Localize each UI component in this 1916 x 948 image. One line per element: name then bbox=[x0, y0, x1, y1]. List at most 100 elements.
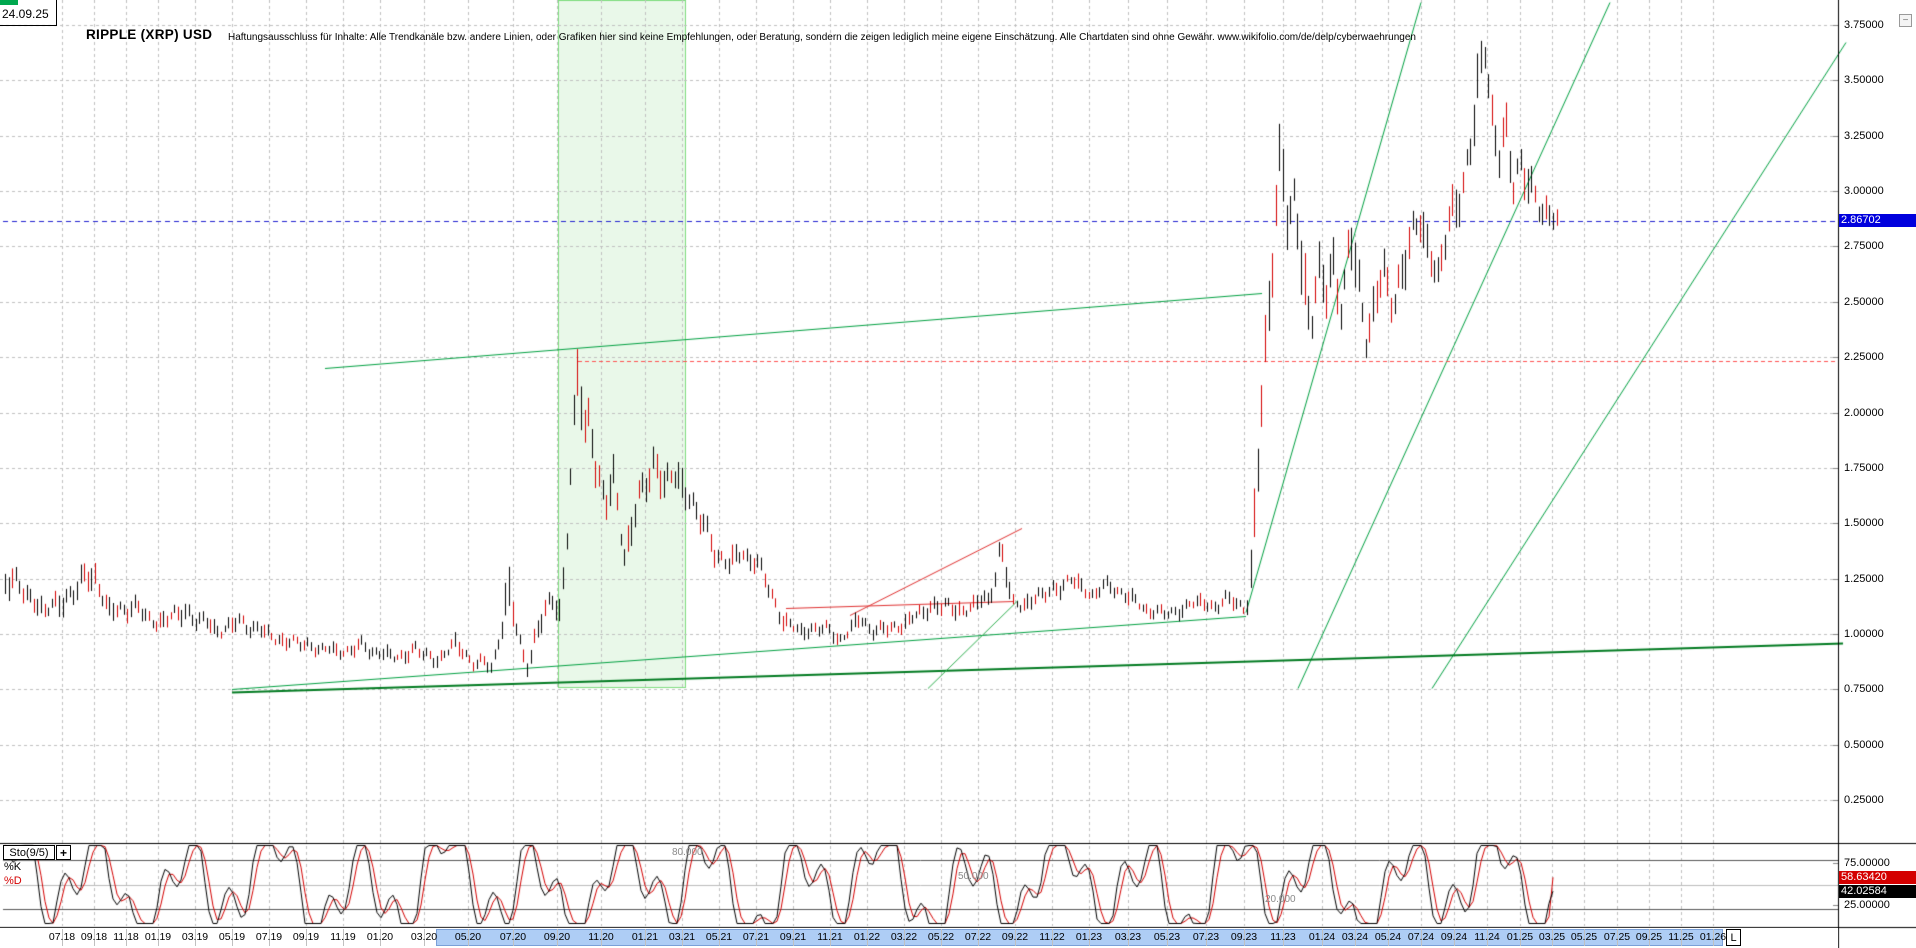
current-price-tag: 2.86702 bbox=[1839, 214, 1916, 227]
date-axis-label: 09.21 bbox=[779, 931, 807, 943]
date-axis-label: 01.26 bbox=[1699, 931, 1727, 943]
price-axis-tick: 1.25000 bbox=[1844, 572, 1884, 585]
price-axis-tick: 2.25000 bbox=[1844, 351, 1884, 364]
visible-range-bar[interactable] bbox=[436, 929, 1723, 946]
date-axis-label: 09.24 bbox=[1440, 931, 1468, 943]
price-axis-tick: 1.75000 bbox=[1844, 461, 1884, 474]
date-axis-separator bbox=[1454, 929, 1455, 946]
date-axis-separator bbox=[1421, 929, 1422, 946]
date-axis-label: 01.20 bbox=[366, 931, 394, 943]
date-axis-label: 01.19 bbox=[144, 931, 172, 943]
date-axis-separator bbox=[380, 929, 381, 946]
date-axis-separator bbox=[941, 929, 942, 946]
price-axis-tick: 0.50000 bbox=[1844, 738, 1884, 751]
date-axis-separator bbox=[557, 929, 558, 946]
sto-axis-75: 75.00000 bbox=[1844, 857, 1890, 869]
date-axis-separator bbox=[424, 929, 425, 946]
date-axis-separator bbox=[793, 929, 794, 946]
date-axis-label: 11.22 bbox=[1039, 931, 1065, 943]
date-axis-label: 03.22 bbox=[890, 931, 918, 943]
collapse-button[interactable]: − bbox=[1899, 14, 1912, 27]
date-axis-label: 07.19 bbox=[255, 931, 283, 943]
date-axis-label: 07.20 bbox=[499, 931, 527, 943]
date-axis-separator bbox=[1388, 929, 1389, 946]
date-axis-label: 03.21 bbox=[668, 931, 696, 943]
date-axis-separator bbox=[1052, 929, 1053, 946]
date-axis-label: 05.22 bbox=[927, 931, 955, 943]
disclaimer-text: Haftungsausschluss für Inhalte: Alle Tre… bbox=[228, 32, 1416, 43]
date-axis-separator bbox=[94, 929, 95, 946]
date-axis-label: 07.21 bbox=[742, 931, 770, 943]
price-axis-tick: 3.50000 bbox=[1844, 74, 1884, 87]
date-axis-separator bbox=[1649, 929, 1650, 946]
date-axis-separator bbox=[1283, 929, 1284, 946]
date-axis-separator bbox=[1167, 929, 1168, 946]
date-axis-separator bbox=[195, 929, 196, 946]
date-axis-label: 03.24 bbox=[1341, 931, 1369, 943]
date-axis-label: 05.23 bbox=[1153, 931, 1181, 943]
date-axis-label: 01.23 bbox=[1075, 931, 1103, 943]
price-axis-tick: 1.00000 bbox=[1844, 627, 1884, 640]
date-axis-label: 05.21 bbox=[705, 931, 733, 943]
date-axis-label: 07.25 bbox=[1603, 931, 1631, 943]
chart-title: RIPPLE (XRP) USD bbox=[86, 27, 213, 42]
date-axis-label: 05.20 bbox=[454, 931, 482, 943]
date-axis-label: 07.22 bbox=[964, 931, 992, 943]
date-axis-label: 11.20 bbox=[588, 931, 614, 943]
date-axis-label: 03.20 bbox=[410, 931, 438, 943]
date-axis-separator bbox=[978, 929, 979, 946]
date-axis-separator bbox=[1713, 929, 1714, 946]
price-axis-tick: 2.75000 bbox=[1844, 240, 1884, 253]
date-axis-label: 07.18 bbox=[48, 931, 76, 943]
date-axis-separator bbox=[1322, 929, 1323, 946]
date-axis-label: 03.23 bbox=[1114, 931, 1142, 943]
date-axis-separator bbox=[1487, 929, 1488, 946]
date-axis-separator bbox=[830, 929, 831, 946]
date-axis-separator bbox=[513, 929, 514, 946]
date-axis-separator bbox=[269, 929, 270, 946]
date-axis-label: 07.23 bbox=[1192, 931, 1220, 943]
date-axis-separator bbox=[343, 929, 344, 946]
date-axis-separator bbox=[601, 929, 602, 946]
date-axis-separator bbox=[719, 929, 720, 946]
date-axis-separator bbox=[1244, 929, 1245, 946]
date-axis-separator bbox=[1584, 929, 1585, 946]
date-axis-label: 09.19 bbox=[292, 931, 320, 943]
guide-label-50: 50.000 bbox=[958, 871, 989, 882]
price-axis-tick: 1.50000 bbox=[1844, 517, 1884, 530]
sto-axis-25: 25.00000 bbox=[1844, 899, 1890, 911]
date-axis-separator bbox=[1128, 929, 1129, 946]
date-axis-label: 09.25 bbox=[1635, 931, 1663, 943]
date-axis-label: 11.25 bbox=[1668, 931, 1694, 943]
date-axis-label: 05.19 bbox=[218, 931, 246, 943]
date-axis-label: 05.24 bbox=[1374, 931, 1402, 943]
guide-label-20: 20.000 bbox=[1265, 894, 1296, 905]
top-left-marker bbox=[0, 0, 18, 5]
date-axis-label: 09.23 bbox=[1230, 931, 1258, 943]
date-axis-separator bbox=[468, 929, 469, 946]
date-axis-separator bbox=[158, 929, 159, 946]
range-end-marker[interactable]: L bbox=[1726, 929, 1741, 946]
date-axis-label: 01.25 bbox=[1506, 931, 1534, 943]
current-date-label: 24.09.25 bbox=[2, 7, 49, 21]
stochastic-indicator-button[interactable]: Sto(9/5) bbox=[3, 845, 55, 860]
date-axis-label: 07.24 bbox=[1407, 931, 1435, 943]
date-axis-label: 09.18 bbox=[80, 931, 108, 943]
add-indicator-button[interactable]: + bbox=[56, 845, 71, 860]
date-axis-separator bbox=[1206, 929, 1207, 946]
price-axis-tick: 3.00000 bbox=[1844, 185, 1884, 198]
date-axis-label: 09.22 bbox=[1001, 931, 1029, 943]
date-axis-separator bbox=[1617, 929, 1618, 946]
stochastic-k-legend: %K bbox=[4, 861, 22, 873]
price-axis-tick: 0.75000 bbox=[1844, 683, 1884, 696]
date-axis-separator bbox=[1355, 929, 1356, 946]
date-axis-separator bbox=[867, 929, 868, 946]
stochastic-k-value-tag: 42.02584 bbox=[1839, 885, 1916, 898]
price-axis-tick: 0.25000 bbox=[1844, 794, 1884, 807]
date-axis-label: 11.21 bbox=[817, 931, 843, 943]
date-axis-separator bbox=[1089, 929, 1090, 946]
date-axis-separator bbox=[1552, 929, 1553, 946]
date-axis-label: 05.25 bbox=[1570, 931, 1598, 943]
